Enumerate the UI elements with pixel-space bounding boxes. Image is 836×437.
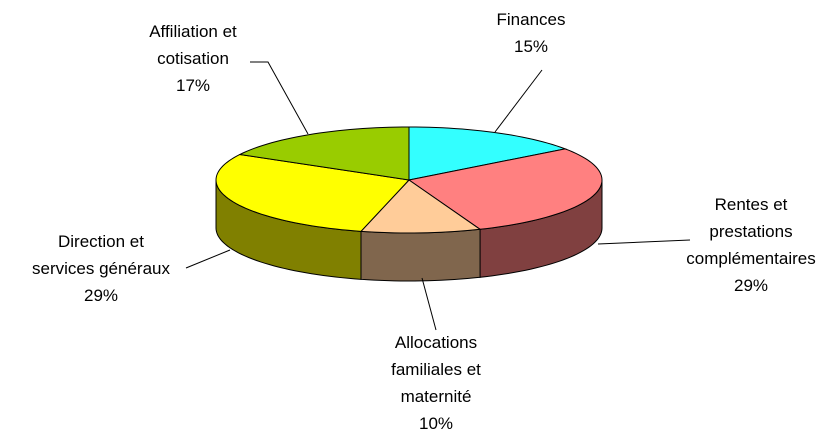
leader-line [494, 69, 543, 133]
slice-name: Direction et services généraux [32, 232, 170, 278]
slice-name: Affiliation et cotisation [149, 22, 237, 68]
slice-side [360, 228, 481, 282]
slice-name: Finances [496, 10, 566, 29]
leader-line [250, 61, 309, 135]
slice-label: Allocations familiales et maternité 10% [371, 329, 501, 437]
slice [215, 153, 411, 232]
slice [408, 126, 567, 181]
slice-percent: 10% [418, 414, 454, 433]
slice-percent: 17% [175, 76, 211, 95]
slice-percent: 29% [83, 286, 119, 305]
slice-name: Allocations familiales et maternité [391, 333, 481, 406]
slice-label: Finances 15% [471, 6, 591, 60]
slice-name: Rentes et prestations complémentaires [686, 195, 816, 268]
slice-label: Direction et services généraux 29% [26, 228, 176, 309]
slice [407, 148, 603, 230]
slice [359, 179, 482, 234]
slice-percent: 29% [733, 276, 769, 295]
leader-line [421, 277, 437, 331]
slice-label: Rentes et prestations complémentaires 29% [672, 191, 830, 299]
slice-percent: 15% [513, 37, 549, 56]
slice [238, 126, 410, 181]
leader-line [597, 239, 691, 245]
leader-line [185, 249, 231, 269]
slice-label: Affiliation et cotisation 17% [128, 18, 258, 99]
